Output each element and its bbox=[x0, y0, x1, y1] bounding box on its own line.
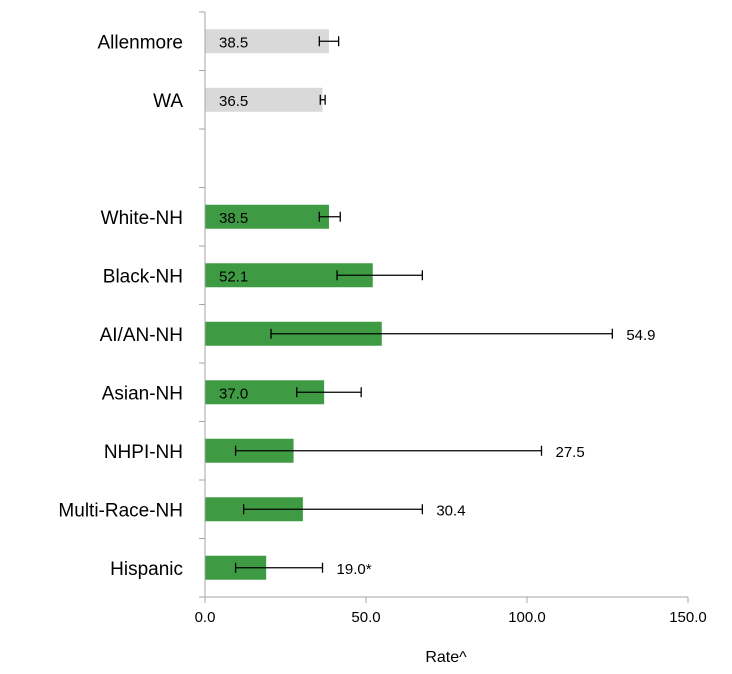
data-label-nhpi-nh: 27.5 bbox=[555, 444, 584, 461]
category-label-ai-an-nh: AI/AN-NH bbox=[100, 325, 183, 346]
data-label-multi-race-nh: 30.4 bbox=[436, 502, 465, 519]
data-label-asian-nh: 37.0 bbox=[219, 385, 248, 402]
category-label-wa: WA bbox=[153, 91, 183, 112]
x-tick-label: 50.0 bbox=[351, 609, 380, 626]
data-label-ai-an-nh: 54.9 bbox=[626, 327, 655, 344]
x-tick-label: 150.0 bbox=[669, 609, 707, 626]
data-label-hispanic: 19.0* bbox=[337, 561, 372, 578]
data-label-black-nh: 52.1 bbox=[219, 268, 248, 285]
axes-group bbox=[199, 11, 689, 603]
data-label-white-nh: 38.5 bbox=[219, 210, 248, 227]
category-label-nhpi-nh: NHPI-NH bbox=[104, 442, 183, 463]
data-label-allenmore: 38.5 bbox=[219, 34, 248, 51]
error-bars-group bbox=[234, 36, 613, 573]
category-label-white-nh: White-NH bbox=[101, 208, 183, 229]
bar-white-nh bbox=[205, 204, 329, 229]
x-tick-label: 100.0 bbox=[508, 609, 546, 626]
labels-group: 0.0 50.0 100.0 150.0 Allenmore 38.5 WA 36.5 Whit… bbox=[58, 32, 706, 626]
data-label-wa: 36.5 bbox=[219, 93, 248, 110]
category-label-allenmore: Allenmore bbox=[97, 32, 183, 53]
x-tick-label: 0.0 bbox=[195, 609, 216, 626]
bars-group bbox=[205, 29, 382, 580]
category-label-hispanic: Hispanic bbox=[110, 559, 183, 580]
category-label-multi-race-nh: Multi-Race-NH bbox=[58, 500, 183, 521]
bar-allenmore bbox=[205, 29, 329, 54]
x-axis-title: Rate^ bbox=[425, 649, 467, 666]
category-label-black-nh: Black-NH bbox=[103, 266, 183, 287]
category-label-asian-nh: Asian-NH bbox=[102, 383, 183, 404]
bar-wa bbox=[205, 87, 323, 112]
